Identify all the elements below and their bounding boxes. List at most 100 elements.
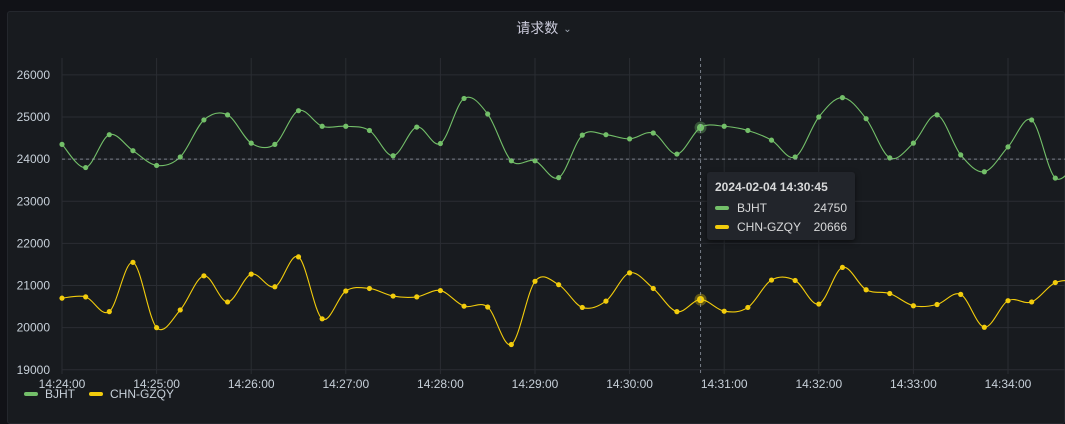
panel-title: 请求数 bbox=[516, 20, 559, 36]
data-point bbox=[177, 154, 183, 160]
data-point bbox=[319, 123, 325, 129]
data-point bbox=[343, 288, 349, 294]
chevron-down-icon: ⌄ bbox=[563, 23, 572, 35]
data-point bbox=[839, 264, 846, 271]
data-point bbox=[295, 254, 302, 260]
data-point bbox=[366, 285, 373, 292]
legend-label: BJHT bbox=[45, 387, 75, 401]
data-point bbox=[910, 303, 917, 309]
tooltip-swatch-chn-gzqy bbox=[715, 224, 729, 229]
data-point bbox=[816, 301, 822, 307]
legend-item-chn-gzqy[interactable]: CHN-GZQY bbox=[89, 387, 174, 401]
data-point bbox=[792, 154, 798, 160]
panel-title-menu[interactable]: 请求数 ⌄ bbox=[516, 18, 571, 38]
data-point bbox=[981, 324, 987, 330]
y-tick-label: 19000 bbox=[17, 363, 51, 377]
data-point bbox=[981, 169, 987, 175]
data-point bbox=[248, 140, 254, 146]
x-tick-label: 14:24:00 bbox=[39, 377, 86, 391]
y-tick-label: 24000 bbox=[17, 152, 51, 166]
series-points bbox=[59, 95, 1058, 348]
x-tick-label: 14:28:00 bbox=[417, 377, 464, 391]
data-point bbox=[532, 278, 538, 284]
data-point bbox=[83, 164, 89, 171]
data-point bbox=[650, 130, 656, 136]
data-point bbox=[792, 277, 798, 284]
data-point bbox=[603, 298, 609, 304]
data-point bbox=[154, 162, 160, 169]
tooltip-row-chn-gzqy: CHN-GZQY 20666 bbox=[715, 217, 847, 236]
data-point bbox=[816, 114, 822, 120]
legend-swatch-chn-gzqy bbox=[89, 392, 103, 396]
data-point bbox=[839, 95, 846, 101]
data-point bbox=[721, 308, 727, 314]
y-tick-label: 22000 bbox=[17, 236, 51, 250]
x-tick-label: 14:31:00 bbox=[701, 377, 748, 391]
data-point bbox=[768, 137, 775, 143]
data-point bbox=[556, 175, 562, 181]
data-point bbox=[154, 325, 160, 331]
y-tick-label: 25000 bbox=[17, 110, 51, 124]
data-point bbox=[579, 132, 585, 138]
data-point bbox=[627, 270, 633, 276]
data-point bbox=[485, 111, 491, 117]
data-point bbox=[485, 304, 491, 310]
grid bbox=[61, 58, 1065, 374]
data-point bbox=[414, 124, 420, 130]
data-point bbox=[768, 277, 775, 283]
series-line-bjht bbox=[61, 96, 1065, 180]
x-tick-label: 14:33:00 bbox=[890, 377, 937, 391]
x-tick-label: 14:25:00 bbox=[133, 377, 180, 391]
data-point bbox=[745, 127, 751, 134]
data-point bbox=[887, 290, 893, 297]
data-point bbox=[934, 112, 940, 118]
data-point bbox=[343, 123, 349, 129]
data-point bbox=[674, 151, 680, 157]
tooltip-time: 2024-02-04 14:30:45 bbox=[715, 180, 828, 194]
data-point bbox=[59, 295, 65, 301]
data-point bbox=[319, 316, 325, 322]
data-point bbox=[130, 148, 136, 154]
data-point bbox=[627, 136, 633, 142]
data-point bbox=[934, 301, 940, 308]
legend-item-bjht[interactable]: BJHT bbox=[24, 387, 75, 401]
data-point bbox=[887, 155, 893, 161]
tooltip-series-value: 20666 bbox=[813, 219, 847, 234]
y-tick-label: 26000 bbox=[17, 68, 51, 82]
data-point bbox=[508, 341, 514, 348]
series-line-chn-gzqy bbox=[61, 255, 1065, 346]
data-point bbox=[177, 307, 183, 313]
tooltip-row-bjht: BJHT 24750 bbox=[715, 198, 847, 217]
data-point bbox=[461, 95, 467, 102]
tooltip-series-value: 24750 bbox=[813, 200, 847, 215]
x-tick-label: 14:34:00 bbox=[985, 377, 1032, 391]
data-point bbox=[130, 259, 136, 265]
data-point bbox=[106, 309, 112, 315]
data-point bbox=[414, 294, 420, 300]
y-tick-label: 23000 bbox=[17, 194, 51, 208]
panel-header: 请求数 ⌄ bbox=[8, 12, 1064, 44]
x-tick-label: 14:29:00 bbox=[512, 377, 559, 391]
tooltip: 2024-02-04 14:30:45 BJHT 24750 CHN-GZQY … bbox=[707, 172, 855, 240]
data-point bbox=[1052, 175, 1058, 181]
data-point bbox=[390, 153, 396, 159]
data-point bbox=[59, 141, 65, 147]
data-point bbox=[295, 108, 302, 114]
data-point bbox=[461, 303, 467, 309]
y-axis: 19000 20000 21000 22000 23000 24000 25000 26000 bbox=[17, 68, 51, 377]
y-tick-label: 20000 bbox=[17, 321, 51, 335]
data-point bbox=[272, 284, 278, 290]
data-point bbox=[958, 291, 964, 297]
data-point bbox=[863, 116, 869, 122]
data-point bbox=[272, 141, 278, 147]
data-point bbox=[863, 287, 869, 293]
data-point bbox=[603, 132, 609, 138]
data-point bbox=[556, 282, 562, 288]
data-point bbox=[224, 299, 231, 305]
y-tick-label: 21000 bbox=[17, 279, 51, 293]
data-point bbox=[1052, 279, 1058, 286]
data-point bbox=[201, 273, 207, 279]
x-tick-label: 14:27:00 bbox=[322, 377, 369, 391]
legend: BJHT CHN-GZQY bbox=[24, 387, 174, 401]
